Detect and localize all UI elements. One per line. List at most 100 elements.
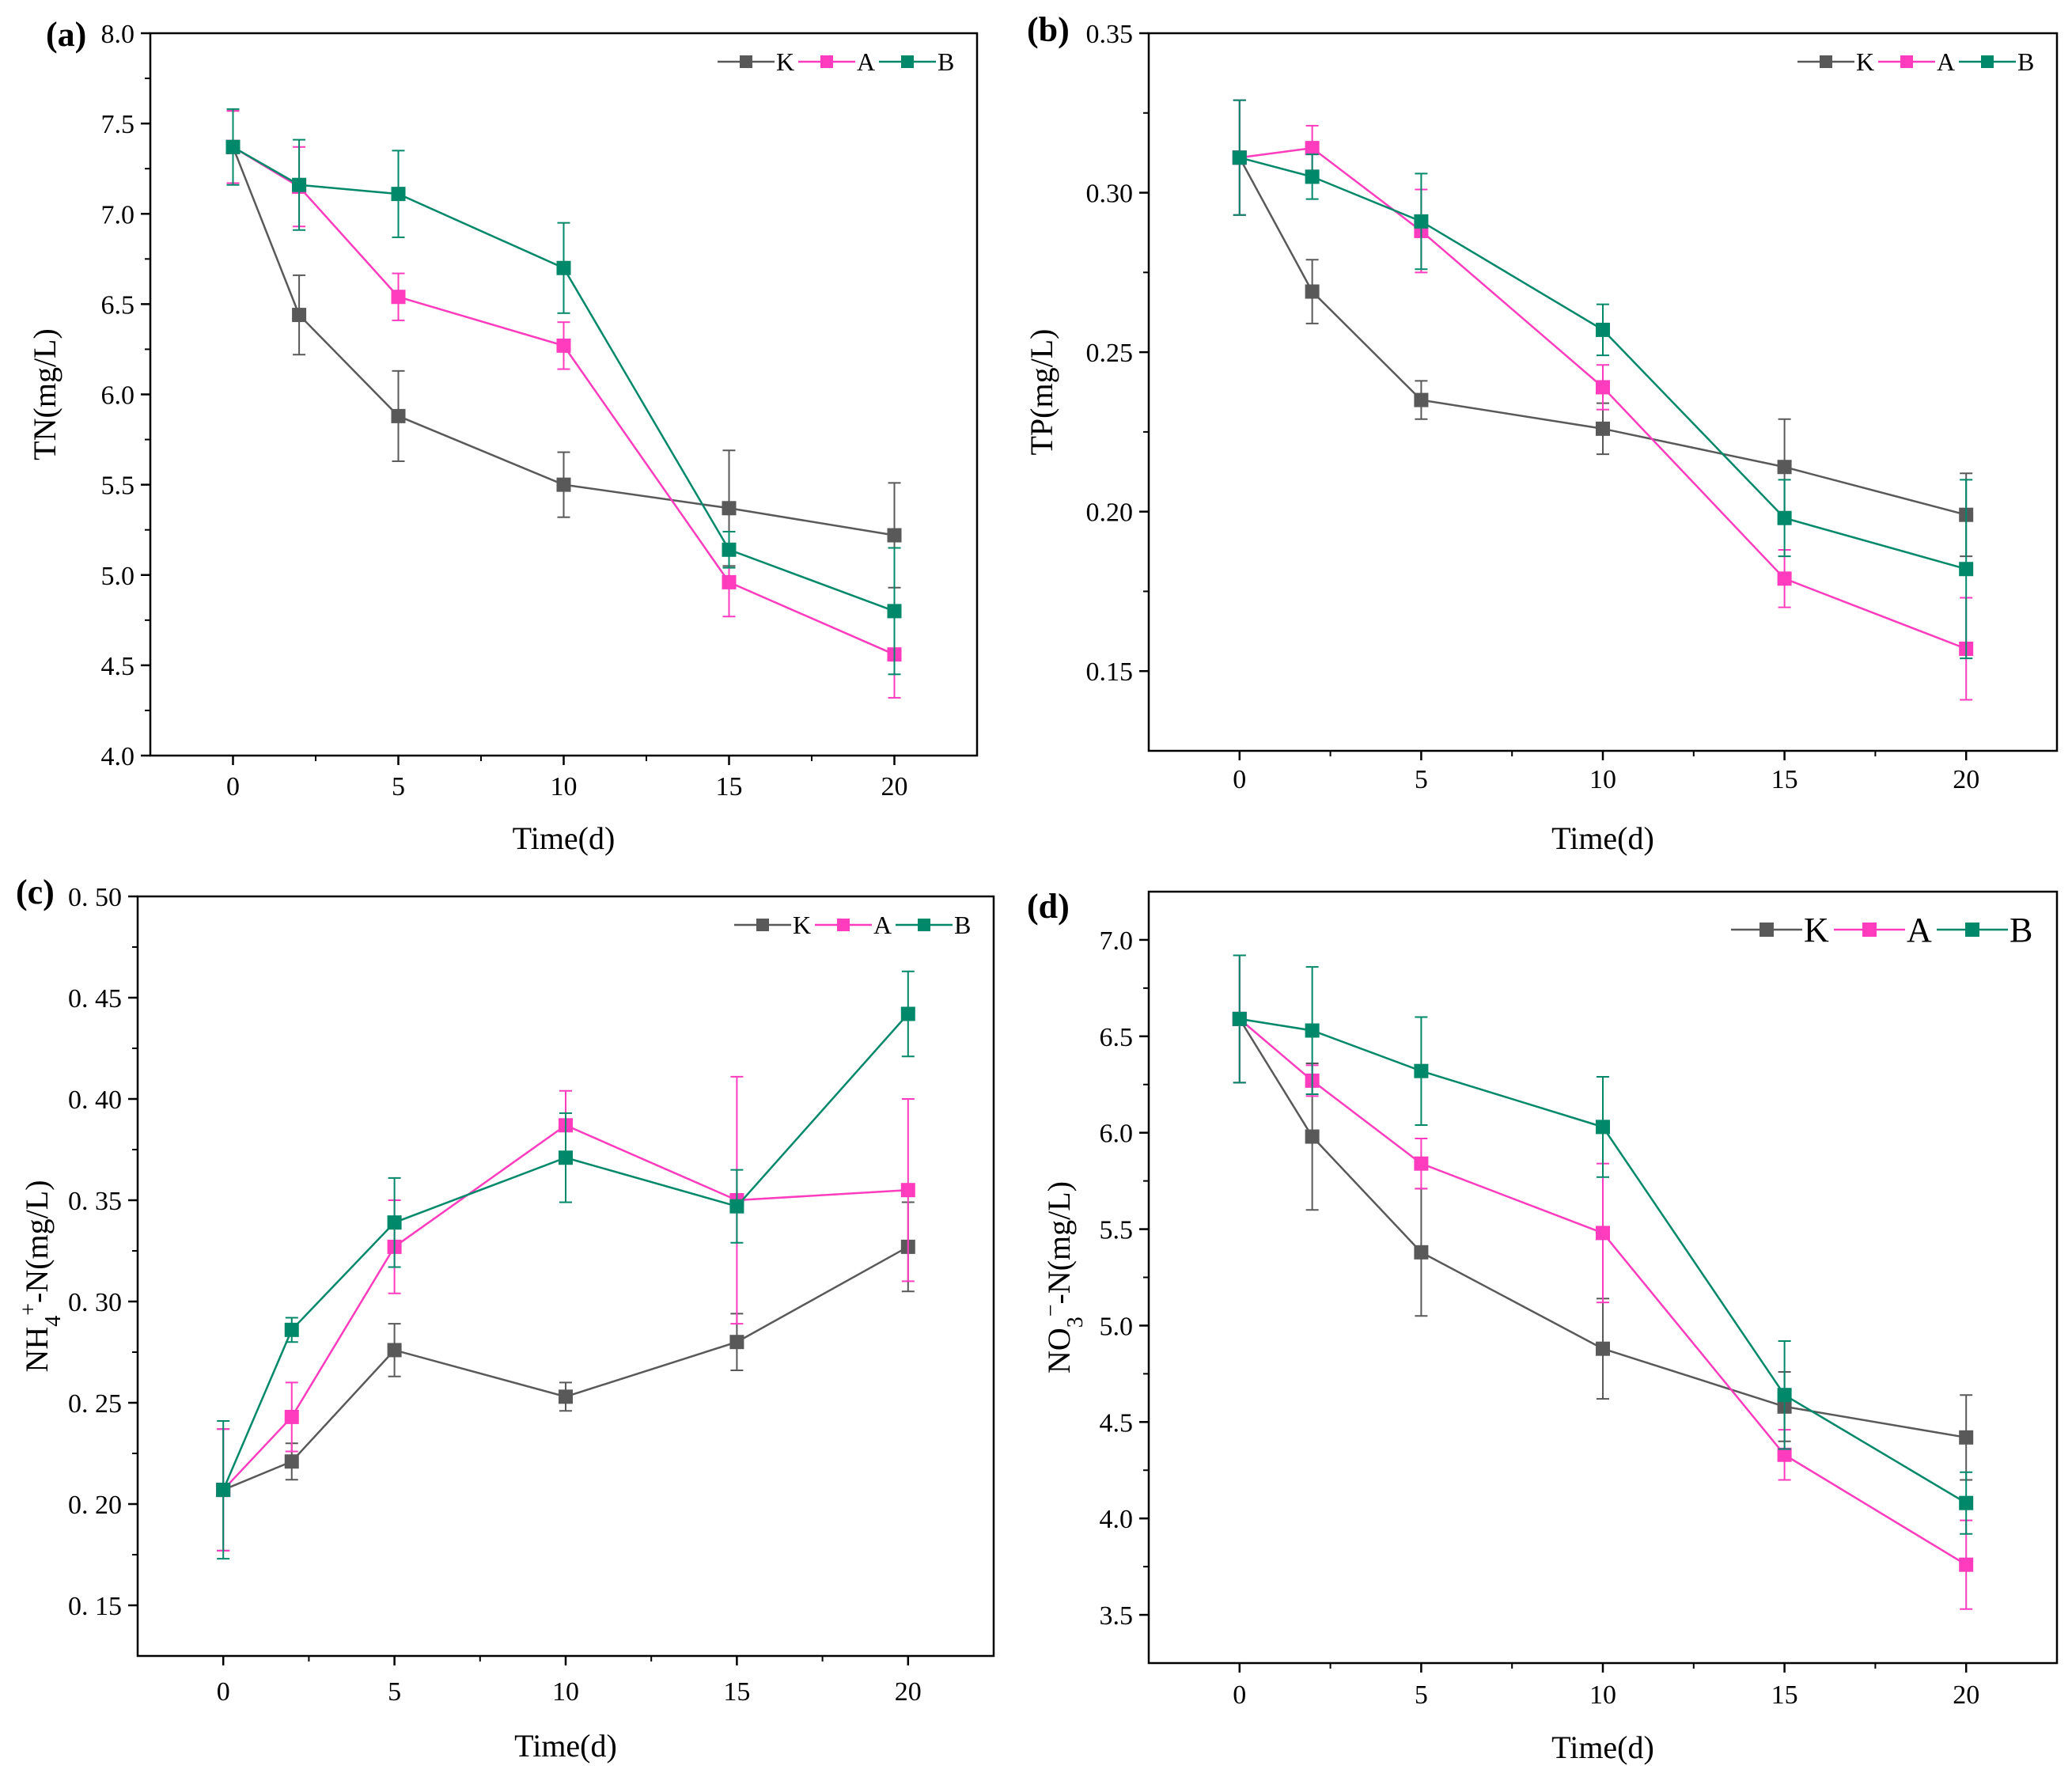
- data-point-A: [900, 1183, 915, 1198]
- legend-marker-A: [1862, 923, 1877, 937]
- data-point-A: [1305, 141, 1320, 156]
- legend-marker-K: [756, 919, 769, 931]
- y-tick-label: 4.0: [1100, 1505, 1134, 1534]
- data-point-K: [387, 1343, 402, 1358]
- x-tick-label: 10: [552, 1677, 579, 1707]
- y-tick-label: 0. 35: [68, 1187, 122, 1216]
- x-tick-label: 15: [716, 772, 743, 801]
- data-point-K: [1959, 1430, 1974, 1445]
- legend-marker-K: [1820, 55, 1832, 68]
- data-point-K: [284, 1454, 299, 1469]
- y-axis-title: TP(mg/L): [1024, 329, 1059, 456]
- data-point-B: [387, 1215, 402, 1230]
- x-axis-title: Time(d): [1551, 820, 1654, 856]
- series-line-A: [232, 146, 896, 656]
- series-B: [225, 108, 902, 676]
- data-point-K: [559, 1389, 573, 1404]
- data-point-B: [1596, 322, 1610, 337]
- y-tick-label: 6.5: [101, 290, 135, 320]
- data-point-A: [1414, 1156, 1429, 1171]
- y-tick-label: 0.15: [1086, 657, 1134, 687]
- y-tick-label: 6.0: [1100, 1120, 1134, 1149]
- data-point-B: [1596, 1120, 1610, 1135]
- legend-label-B: B: [954, 911, 971, 939]
- data-point-K: [887, 528, 902, 543]
- series-K: [225, 110, 902, 589]
- legend-label-K: K: [776, 47, 794, 76]
- x-tick-label: 10: [1589, 1680, 1616, 1710]
- series-B: [216, 970, 915, 1560]
- data-point-B: [1232, 1011, 1247, 1026]
- y-tick-label: 0. 25: [68, 1389, 122, 1419]
- y-axis-title-part: 3: [1063, 1317, 1088, 1328]
- y-tick-label: 6.0: [101, 381, 135, 411]
- series-line-B: [232, 146, 895, 612]
- y-tick-label: 7.0: [101, 200, 135, 229]
- data-point-B: [1414, 1063, 1429, 1078]
- x-tick-label: 5: [1415, 765, 1428, 794]
- panel-label: (d): [1027, 887, 1070, 926]
- x-tick-label: 0: [1233, 765, 1246, 794]
- y-tick-label: 7.5: [101, 110, 135, 139]
- x-tick-label: 15: [723, 1677, 750, 1707]
- y-tick-label: 4.5: [1100, 1408, 1134, 1438]
- y-axis-title-part: TP(mg/L): [1024, 329, 1059, 456]
- legend-marker-A: [837, 919, 850, 931]
- series-line-B: [1239, 157, 1967, 570]
- data-point-A: [1596, 380, 1610, 395]
- x-tick-label: 15: [1771, 765, 1798, 794]
- chart-panel-3: (c) 0 5 10 15 20 0. 15 0. 20 0. 25 0. 30 0. 35 0. 4…: [16, 873, 995, 1764]
- series-line-B: [222, 1013, 909, 1491]
- legend-label-K: K: [1856, 47, 1874, 76]
- data-point-A: [722, 574, 737, 589]
- legend-marker-A: [1900, 55, 1913, 68]
- x-axis-title: Time(d): [513, 820, 616, 856]
- panel-label: (b): [1027, 10, 1070, 49]
- y-tick-label: 6.5: [1100, 1023, 1134, 1052]
- data-point-K: [1305, 1129, 1320, 1144]
- series-B: [1232, 99, 1974, 660]
- y-tick-label: 3.5: [1100, 1601, 1134, 1631]
- y-axis-title: NO3−-N(mg/L): [1039, 1181, 1088, 1373]
- data-point-B: [1777, 510, 1792, 525]
- legend-marker-B: [1981, 55, 1994, 68]
- data-point-K: [1596, 421, 1610, 436]
- panel-label: (c): [16, 873, 55, 911]
- y-axis-title: TN(mg/L): [27, 328, 63, 460]
- panel-label: (a): [46, 15, 86, 54]
- y-axis-title-part: 4: [41, 1316, 66, 1327]
- data-point-B: [887, 604, 902, 619]
- y-tick-label: 0. 50: [68, 883, 122, 912]
- legend-marker-K: [740, 55, 752, 68]
- y-tick-label: 0.35: [1086, 20, 1134, 49]
- y-tick-label: 0.30: [1086, 180, 1134, 209]
- legend-marker-A: [820, 55, 833, 68]
- data-point-B: [1959, 562, 1974, 577]
- legend-label-A: A: [873, 911, 892, 939]
- x-tick-label: 15: [1771, 1680, 1798, 1710]
- y-tick-label: 5.0: [1100, 1312, 1134, 1341]
- series-line-K: [232, 146, 895, 536]
- legend-marker-B: [901, 55, 914, 68]
- y-tick-label: 5.5: [1100, 1216, 1134, 1245]
- x-tick-label: 20: [1953, 1680, 1979, 1710]
- series-line-K: [222, 1245, 909, 1491]
- data-point-B: [1777, 1388, 1792, 1403]
- data-point-K: [1414, 1245, 1429, 1260]
- series-B: [1232, 954, 1974, 1535]
- data-point-B: [284, 1322, 299, 1337]
- data-point-K: [1305, 284, 1320, 299]
- x-tick-label: 10: [551, 772, 578, 801]
- y-axis-title: NH4+-N(mg/L): [17, 1180, 66, 1372]
- y-tick-label: 4.0: [101, 742, 135, 771]
- x-tick-label: 0: [226, 772, 240, 801]
- data-point-K: [1777, 460, 1792, 475]
- y-axis-title-part: NO: [1041, 1328, 1077, 1373]
- data-point-B: [722, 542, 737, 557]
- legend-label-K: K: [793, 911, 811, 939]
- data-point-B: [292, 177, 307, 192]
- y-tick-label: 0. 40: [68, 1086, 122, 1115]
- legend-label-B: B: [2009, 911, 2032, 949]
- data-point-B: [1414, 214, 1429, 229]
- y-axis-title-part: −: [1039, 1304, 1063, 1317]
